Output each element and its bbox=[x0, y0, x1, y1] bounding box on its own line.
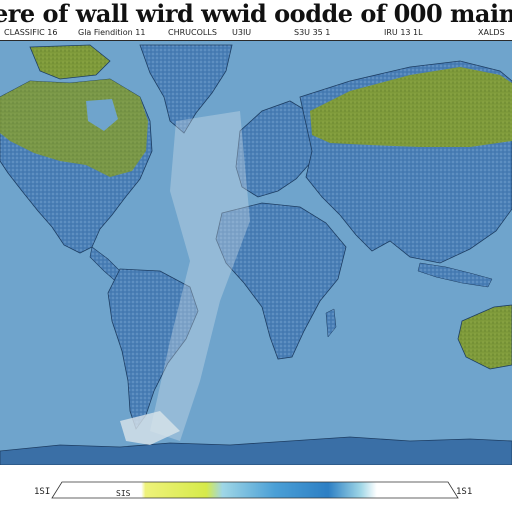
header-label: XALDS bbox=[478, 28, 505, 37]
header-label: CLASSIFIC 16 bbox=[4, 28, 58, 37]
water-hudson-bay bbox=[86, 99, 118, 131]
header-label: Gla Fiendition 11 bbox=[78, 28, 146, 37]
ice-haze bbox=[150, 111, 250, 441]
landmass-greenland bbox=[139, 44, 233, 134]
colorbar-body bbox=[51, 481, 459, 499]
header-label: IRU 13 1L bbox=[384, 28, 423, 37]
landmass-europe bbox=[235, 100, 319, 198]
landmass-indonesia bbox=[417, 262, 493, 288]
legend-min-label: 1SI bbox=[34, 487, 51, 497]
colorbar: SIS bbox=[51, 481, 459, 499]
landmass-australia bbox=[457, 304, 512, 370]
landmass-arctic-islands bbox=[29, 44, 111, 80]
landmass-antarctica bbox=[0, 436, 512, 465]
legend-max-label: 1S1 bbox=[456, 487, 473, 497]
header-label: CHRUCOLLS bbox=[168, 28, 217, 37]
landmass-africa bbox=[215, 202, 347, 360]
landmass-madagascar bbox=[325, 308, 337, 338]
legend: 1SI SIS 1S1 bbox=[0, 466, 512, 512]
header-strip: CLASSIFIC 16 Gla Fiendition 11 CHRUCOLLS… bbox=[0, 26, 512, 40]
world-map bbox=[0, 41, 512, 465]
ice-shelf bbox=[120, 411, 180, 445]
colorbar-scale-label: SIS bbox=[116, 489, 131, 498]
landmass-siberia-green bbox=[310, 67, 512, 147]
header-label: U3IU bbox=[232, 28, 252, 37]
map-area[interactable] bbox=[0, 40, 512, 465]
map-title: Nere of wall wird wwid oodde of 000 main… bbox=[0, 0, 512, 28]
header-label: S3U 35 1 bbox=[294, 28, 331, 37]
